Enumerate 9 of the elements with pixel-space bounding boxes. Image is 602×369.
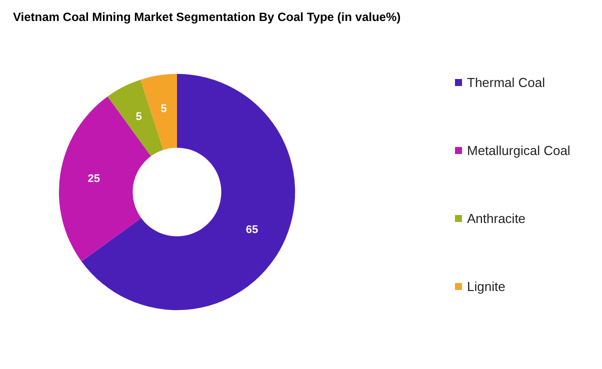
data-label: 5 xyxy=(136,110,142,123)
chart-title: Vietnam Coal Mining Market Segmentation By Coal Type (in value%) xyxy=(13,10,401,24)
data-label: 5 xyxy=(160,102,167,115)
data-label: 25 xyxy=(88,172,100,185)
legend-label: Lignite xyxy=(467,279,506,294)
legend-label: Thermal Coal xyxy=(467,75,546,90)
legend-label: Metallurgical Coal xyxy=(467,143,570,158)
legend-label: Anthracite xyxy=(467,211,526,226)
data-label: 65 xyxy=(246,224,258,236)
